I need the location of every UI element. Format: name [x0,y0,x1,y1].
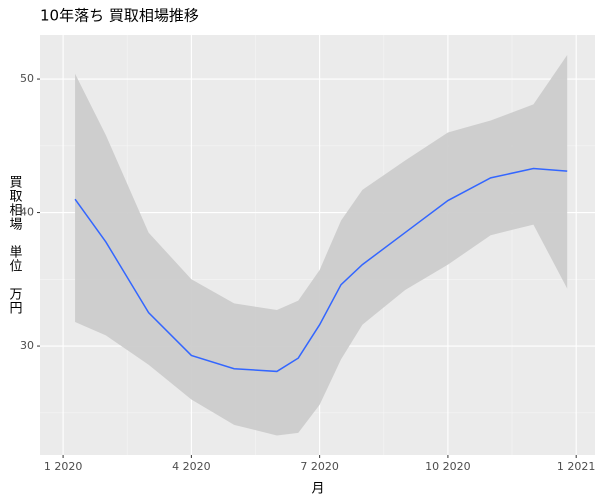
x-tick-label: 7 2020 [300,460,339,473]
y-tick-label: 50 [20,72,34,85]
x-tick-label: 4 2020 [172,460,211,473]
x-axis-label: 月 [311,482,324,497]
y-axis-label: 買取相場 単位 万円 [7,175,23,315]
x-tick-label: 10 2020 [425,460,471,473]
x-tick-label: 1 2020 [44,460,83,473]
chart-title: 10年落ち 買取相場推移 [40,7,199,25]
y-tick-label: 30 [20,339,34,352]
y-tick-label: 40 [20,206,34,219]
confidence-band [75,55,568,436]
smooth-line [74,167,568,373]
x-tick-label: 1 2021 [557,460,596,473]
